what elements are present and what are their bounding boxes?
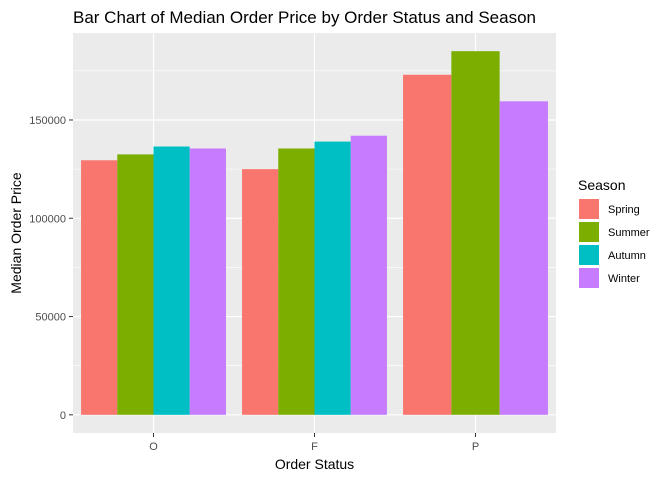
y-tick-label: 50000 — [35, 312, 66, 324]
x-tick-label: O — [149, 441, 158, 453]
bar-winter-o — [189, 148, 226, 415]
bar-winter-f — [350, 135, 387, 415]
y-tick-label: 150000 — [29, 115, 66, 127]
y-tick-label: 100000 — [29, 213, 66, 225]
legend: Season Spring Summer Autumn Winter — [578, 177, 650, 288]
bar-summer-o — [117, 154, 154, 415]
x-tick-label: F — [311, 441, 318, 453]
legend-key-winter — [579, 268, 599, 288]
legend-label-spring: Spring — [608, 204, 640, 216]
bar-autumn-o — [153, 146, 190, 415]
legend-key-autumn — [579, 245, 599, 265]
x-axis-title: Order Status — [275, 456, 354, 472]
bar-spring-p — [403, 74, 452, 415]
legend-label-summer: Summer — [608, 227, 650, 239]
chart-title: Bar Chart of Median Order Price by Order… — [73, 8, 536, 27]
plot-area — [73, 33, 556, 433]
bar-summer-p — [451, 51, 500, 415]
y-tick-label: 0 — [60, 410, 66, 422]
bar-summer-f — [278, 148, 315, 415]
bar-autumn-f — [314, 141, 351, 415]
y-axis-title: Median Order Price — [8, 172, 24, 294]
bar-spring-f — [242, 169, 279, 415]
legend-label-autumn: Autumn — [608, 250, 646, 262]
x-tick-label: P — [472, 441, 479, 453]
legend-key-spring — [579, 199, 599, 219]
legend-key-summer — [579, 222, 599, 242]
legend-title: Season — [578, 177, 625, 193]
legend-label-winter: Winter — [608, 273, 640, 285]
bar-spring-o — [81, 160, 118, 415]
bar-winter-p — [499, 101, 548, 415]
